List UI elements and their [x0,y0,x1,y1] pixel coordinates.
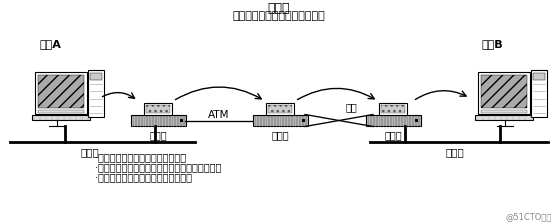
Text: 路由器: 路由器 [384,130,402,140]
Text: ·基本上可以连接任意两个数据链路。: ·基本上可以连接任意两个数据链路。 [95,172,192,182]
Text: ATM: ATM [208,110,230,119]
Text: 以太网: 以太网 [446,147,464,157]
Text: 路由器: 路由器 [149,130,167,140]
Text: ·可以将分组报文发送给另一个目标路由器地址。: ·可以将分组报文发送给另一个目标路由器地址。 [95,162,222,172]
Bar [365,115,421,126]
Bar [38,75,84,108]
Bar [481,75,527,108]
Bar [533,73,545,80]
Bar [88,70,104,117]
Bar [146,105,170,113]
Bar [268,105,292,113]
Circle shape [416,120,417,121]
Circle shape [302,120,304,121]
Text: @51CTO博客: @51CTO博客 [506,212,552,221]
Text: 主机A: 主机A [40,39,62,49]
Bar [481,110,527,113]
Circle shape [416,120,417,121]
Bar [475,115,533,120]
Bar [32,115,90,120]
Bar [144,103,172,115]
Circle shape [181,120,182,121]
Bar [478,72,530,114]
Bar [381,105,405,113]
Circle shape [181,120,182,121]
Text: 路由器: 路由器 [268,2,290,15]
Bar [131,115,185,126]
Text: ·路由器是连接网络与网络的设备。: ·路由器是连接网络与网络的设备。 [95,152,186,162]
Text: （根据路由选择发送分组报文）: （根据路由选择发送分组报文） [233,11,325,21]
Circle shape [416,120,417,121]
Bar [379,103,407,115]
Circle shape [181,120,182,121]
Bar [531,70,547,117]
Text: 主机B: 主机B [482,39,504,49]
Bar [266,103,294,115]
Circle shape [302,120,304,121]
Bar [38,110,84,113]
Text: 专线: 专线 [345,103,357,112]
Text: 以太网: 以太网 [80,147,99,157]
Bar [253,115,307,126]
Text: 路由器: 路由器 [271,130,289,140]
Circle shape [302,120,304,121]
Bar [35,72,87,114]
Bar [90,73,102,80]
